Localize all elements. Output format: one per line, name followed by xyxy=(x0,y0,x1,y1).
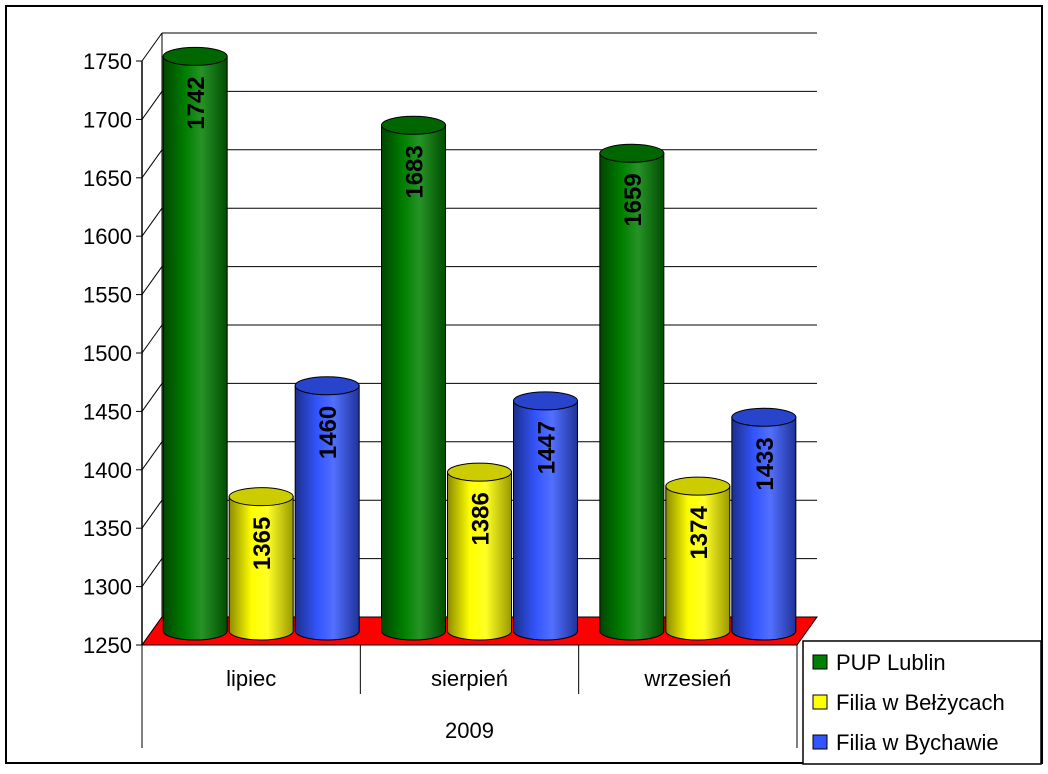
category-label: lipiec xyxy=(226,666,276,691)
bar: 1447 xyxy=(513,391,578,641)
category-label: wrzesień xyxy=(643,666,731,691)
gridline-side xyxy=(141,499,163,529)
data-label: 1460 xyxy=(315,406,342,459)
gridline-side xyxy=(141,149,163,179)
bar-body xyxy=(294,385,360,641)
bar: 1365 xyxy=(228,487,294,641)
legend-label: Filia w Bychawie xyxy=(836,730,999,755)
bar-top xyxy=(513,391,578,411)
data-label: 1742 xyxy=(183,76,210,129)
group-label: 2009 xyxy=(445,718,494,743)
bar: 1460 xyxy=(294,376,360,641)
bar-top xyxy=(162,46,228,66)
legend-swatch xyxy=(812,694,828,710)
bar-body xyxy=(665,485,731,641)
gridline-side xyxy=(141,207,163,237)
legend-swatch xyxy=(812,654,828,670)
gridline-side xyxy=(141,324,163,354)
bar-body xyxy=(513,400,578,641)
bar: 1659 xyxy=(599,143,665,641)
bar: 1386 xyxy=(447,462,512,641)
legend-label: PUP Lublin xyxy=(836,650,946,675)
y-tick-label: 1500 xyxy=(83,341,132,366)
y-tick-label: 1550 xyxy=(83,283,132,308)
bar-top xyxy=(228,487,294,507)
bar: 1742 xyxy=(162,46,228,641)
category-label: sierpień xyxy=(431,666,508,691)
bar-top xyxy=(447,462,512,482)
data-label: 1386 xyxy=(468,492,495,545)
data-label: 1365 xyxy=(249,517,276,570)
bar-body xyxy=(447,471,512,641)
gridline-side xyxy=(141,383,163,412)
legend-box xyxy=(802,640,1042,765)
bar-top xyxy=(665,476,731,496)
bar: 1433 xyxy=(731,407,797,641)
bar-top xyxy=(294,376,360,396)
gridline-side xyxy=(141,91,163,120)
y-tick-label: 1650 xyxy=(83,166,132,191)
y-tick-label: 1350 xyxy=(83,516,132,541)
gridline-side xyxy=(141,266,163,295)
data-label: 1683 xyxy=(402,145,429,198)
y-tick-label: 1300 xyxy=(83,575,132,600)
gridline-side xyxy=(141,558,163,587)
y-tick-label: 1600 xyxy=(83,224,132,249)
gridline-side xyxy=(141,32,163,62)
bar-body xyxy=(599,152,665,641)
bar-top xyxy=(381,115,446,135)
data-label: 1447 xyxy=(534,421,561,474)
bar-body xyxy=(228,496,294,641)
bar: 1374 xyxy=(665,476,731,641)
bar-body xyxy=(731,416,797,641)
bar-top xyxy=(731,407,797,427)
data-label: 1374 xyxy=(686,506,713,560)
y-tick-label: 1450 xyxy=(83,399,132,424)
bar-body xyxy=(381,124,446,641)
data-label: 1433 xyxy=(752,437,779,490)
legend-label: Filia w Bełżycach xyxy=(836,690,1005,715)
gridline-side xyxy=(141,441,163,471)
bar-top xyxy=(599,143,665,163)
y-tick-label: 1700 xyxy=(83,107,132,132)
legend-swatch xyxy=(812,734,828,750)
bar: 1683 xyxy=(381,115,446,641)
bar-body xyxy=(162,55,228,641)
y-tick-label: 1400 xyxy=(83,458,132,483)
data-label: 1659 xyxy=(620,173,647,226)
y-tick-label: 1750 xyxy=(83,49,132,74)
y-tick-label: 1250 xyxy=(83,633,132,658)
